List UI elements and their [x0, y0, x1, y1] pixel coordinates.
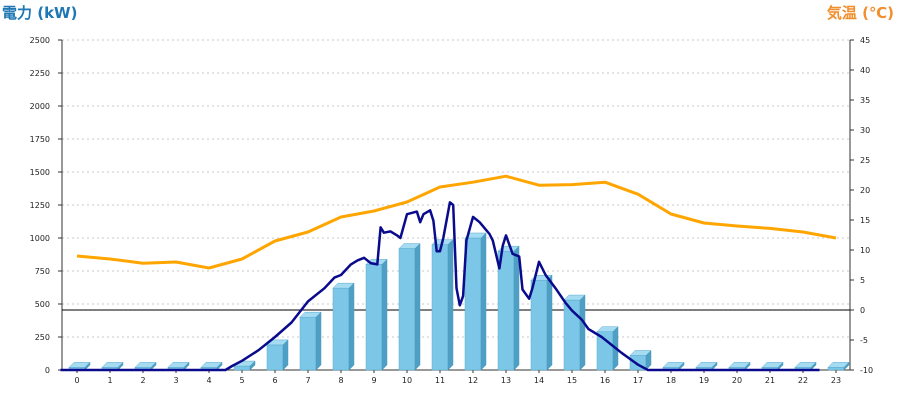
bar [530, 279, 548, 371]
temperature-line [76, 174, 837, 270]
bar-side [480, 232, 487, 371]
bar [233, 365, 251, 371]
left-tick-label: 0 [45, 366, 50, 375]
bar-side [249, 360, 256, 371]
right-tick-label: 40 [860, 66, 870, 75]
bar [332, 287, 350, 371]
power-line [60, 201, 820, 372]
left-tick-label: 250 [35, 333, 50, 342]
x-tick-label: 3 [173, 376, 178, 385]
bar-side [843, 361, 850, 371]
x-tick-label: 0 [74, 376, 79, 385]
bar-side [348, 282, 355, 371]
left-axis-title: 電力 (kW) [2, 4, 78, 22]
x-tick-label: 11 [435, 376, 445, 385]
left-tick-label: 1500 [30, 168, 50, 177]
x-tick-label: 18 [666, 376, 676, 385]
x-tick-label: 10 [402, 376, 412, 385]
x-tick-label: 20 [732, 376, 742, 385]
bar-side [645, 349, 652, 371]
bar [464, 237, 482, 371]
x-tick-label: 6 [272, 376, 277, 385]
x-tick-label: 14 [534, 376, 544, 385]
right-tick-label: 20 [860, 186, 870, 195]
x-tick-label: 13 [501, 376, 511, 385]
bar [266, 344, 284, 371]
x-tick-label: 2 [140, 376, 145, 385]
x-tick-label: 19 [699, 376, 709, 385]
bar-side [447, 238, 454, 371]
bar-side [414, 242, 421, 371]
left-tick-label: 2250 [30, 69, 50, 78]
right-axis-title: 気温 (℃) [826, 4, 894, 22]
right-tick-label: 30 [860, 126, 870, 135]
right-tick-label: 15 [860, 216, 870, 225]
x-tick-label: 8 [338, 376, 343, 385]
bar [596, 331, 614, 371]
right-tick-label: 35 [860, 96, 870, 105]
left-tick-label: 1750 [30, 135, 50, 144]
bar-side [315, 311, 322, 371]
x-tick-label: 7 [305, 376, 310, 385]
bar-side [579, 294, 586, 371]
x-tick-label: 1 [107, 376, 112, 385]
left-tick-label: 1250 [30, 201, 50, 210]
left-tick-label: 2500 [30, 36, 50, 45]
bar [398, 248, 416, 371]
x-tick-label: 23 [831, 376, 841, 385]
left-tick-label: 750 [35, 267, 50, 276]
right-tick-label: 25 [860, 156, 870, 165]
right-tick-label: -5 [860, 336, 868, 345]
bar [431, 244, 449, 371]
left-tick-label: 1000 [30, 234, 50, 243]
bar-side [513, 245, 520, 371]
right-tick-label: 0 [860, 306, 865, 315]
x-tick-label: 16 [600, 376, 610, 385]
x-tick-label: 21 [765, 376, 775, 385]
bar [299, 316, 317, 371]
x-tick-label: 12 [468, 376, 478, 385]
left-tick-label: 500 [35, 300, 50, 309]
right-tick-label: -10 [860, 366, 873, 375]
bar [827, 367, 845, 371]
bar-side [546, 274, 553, 371]
right-tick-label: 5 [860, 276, 865, 285]
x-tick-label: 17 [633, 376, 643, 385]
x-tick-label: 5 [239, 376, 244, 385]
right-tick-label: 10 [860, 246, 870, 255]
right-tick-label: 45 [860, 36, 870, 45]
bar-side [381, 258, 388, 371]
x-tick-label: 4 [206, 376, 211, 385]
x-tick-label: 9 [371, 376, 376, 385]
bar-side [282, 339, 289, 371]
left-tick-label: 2000 [30, 102, 50, 111]
x-tick-label: 22 [798, 376, 808, 385]
bar [365, 264, 383, 371]
x-tick-label: 15 [567, 376, 577, 385]
